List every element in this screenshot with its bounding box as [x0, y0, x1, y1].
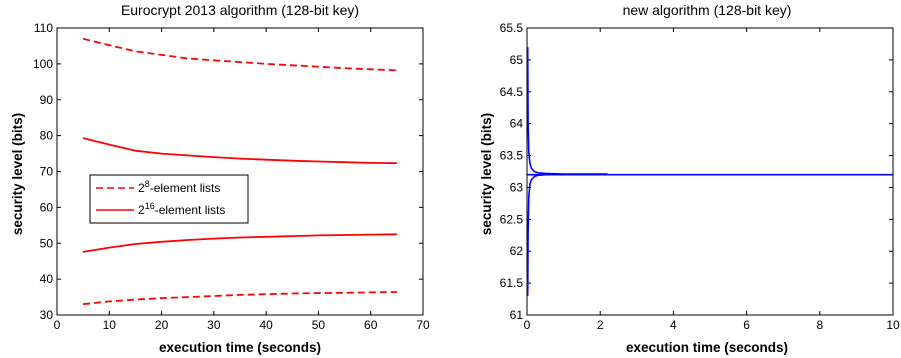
right-plot-frame [526, 27, 894, 316]
left-x-tick-label: 30 [207, 318, 221, 332]
left-x-tick-label: 50 [312, 318, 326, 332]
right-series-line-0 [526, 47, 608, 175]
right-y-tick-label: 64.5 [500, 85, 524, 99]
left-plot-frame [56, 27, 424, 316]
right-y-tick-label: 62 [510, 244, 524, 258]
left-chart-title: Eurocrypt 2013 algorithm (128-bit key) [121, 2, 359, 18]
right-y-tick-label: 63.5 [500, 149, 524, 163]
right-plot-series [526, 47, 893, 296]
left-plot-series [82, 37, 397, 306]
left-y-tick-label: 80 [40, 129, 54, 143]
left-y-tick-label: 90 [40, 93, 54, 107]
left-chart: Eurocrypt 2013 algorithm (128-bit key) e… [10, 2, 430, 355]
left-y-tick-label: 70 [40, 165, 54, 179]
right-y-tick-label: 64 [510, 117, 524, 131]
left-axis-ticks: 0 10 20 30 40 50 60 70 30 40 50 60 70 80 90 100 110 [33, 21, 430, 332]
right-x-axis-label: execution time (seconds) [626, 340, 788, 355]
right-y-tick-label: 63 [510, 180, 524, 194]
left-x-tick-label: 20 [155, 318, 169, 332]
right-x-tick-label: 6 [743, 318, 750, 332]
right-y-axis-label: security level (bits) [479, 113, 494, 235]
left-y-axis-label: security level (bits) [10, 113, 25, 235]
left-legend: 28-element lists 216-element lists [89, 174, 249, 224]
right-x-tick-label: 8 [816, 318, 823, 332]
right-x-tick-label: 2 [597, 318, 604, 332]
right-x-tick-label: 4 [670, 318, 677, 332]
right-x-tick-label: 0 [524, 318, 531, 332]
right-y-tick-label: 61 [510, 308, 524, 322]
legend-box [89, 174, 249, 224]
right-y-tick-label: 62.5 [500, 212, 524, 226]
left-x-tick-label: 0 [54, 318, 61, 332]
left-series-line-1 [82, 137, 397, 165]
right-axis-ticks: 0 2 4 6 8 10 61 61.5 62 62.5 63 63.5 64 64.5 65 65.5 [500, 21, 900, 332]
legend-entry-16: 216-element lists [138, 201, 225, 217]
right-x-tick-label: 10 [886, 318, 900, 332]
left-x-tick-label: 60 [364, 318, 378, 332]
left-y-tick-label: 40 [40, 272, 54, 286]
right-y-tick-label: 65.5 [500, 21, 524, 35]
left-x-tick-label: 70 [416, 318, 430, 332]
left-series-line-2 [82, 233, 397, 253]
legend-entry-8: 28-element lists [138, 179, 220, 195]
left-series-line-0 [82, 37, 397, 72]
left-x-tick-label: 40 [259, 318, 273, 332]
left-y-tick-label: 110 [34, 21, 53, 35]
right-chart: new algorithm (128-bit key) execution ti… [479, 2, 900, 355]
right-y-tick-label: 61.5 [500, 276, 524, 290]
left-series-line-3 [83, 291, 397, 306]
right-chart-title: new algorithm (128-bit key) [623, 2, 792, 18]
right-y-tick-label: 65 [510, 53, 524, 67]
left-y-tick-label: 50 [40, 236, 54, 250]
left-x-tick-label: 10 [103, 318, 117, 332]
left-y-tick-label: 100 [33, 57, 53, 71]
left-y-tick-label: 60 [40, 200, 54, 214]
left-y-tick-label: 30 [40, 308, 54, 322]
left-x-axis-label: execution time (seconds) [159, 340, 321, 355]
